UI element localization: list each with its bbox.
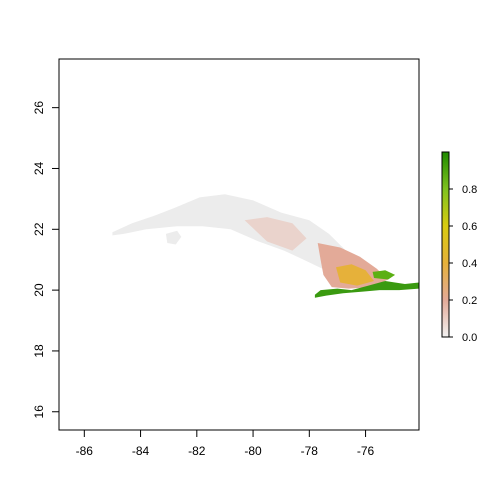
x-tick-label: -86 [76,444,94,458]
raster-layer [112,194,419,298]
y-tick-label: 16 [32,405,46,419]
colorbar-gradient [441,151,450,338]
raster-region-isle-of-youth [165,230,182,245]
y-tick-label: 22 [32,222,46,236]
raster-region-southern-coast [314,281,419,298]
colorbar-tick-label: 0.6 [462,221,477,233]
raster-region-eastern-high [336,264,374,286]
raster-region-north-east-green [372,270,396,280]
x-tick-label: -78 [301,444,319,458]
y-tick-label: 18 [32,344,46,358]
y-tick-label: 24 [32,161,46,175]
x-tick-label: -82 [188,444,206,458]
colorbar-legend: 0.0 0.2 0.4 0.6 0.8 [441,151,477,344]
colorbar-tick-label: 0.2 [462,295,477,307]
colorbar-tick-label: 0.8 [462,184,477,196]
colorbar-tick-label: 0.4 [462,258,477,270]
x-axis: -86 -84 -82 -80 -78 -76 [76,429,375,458]
plot-frame [58,58,420,431]
raster-region-central-low [244,217,307,251]
colorbar-tick-label: 0.0 [462,332,477,344]
x-tick-label: -84 [132,444,150,458]
y-tick-label: 26 [32,101,46,115]
y-axis: 16 18 20 22 24 26 [32,101,60,419]
y-tick-label: 20 [32,283,46,297]
x-tick-label: -80 [244,444,262,458]
raster-region-western-island [112,194,349,272]
x-tick-label: -76 [357,444,375,458]
